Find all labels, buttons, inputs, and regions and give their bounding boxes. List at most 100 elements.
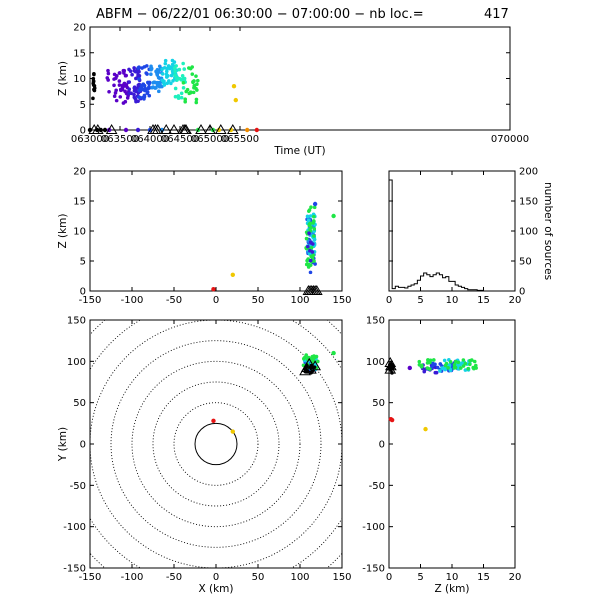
ground-point xyxy=(228,127,234,133)
data-point xyxy=(305,214,310,219)
y-tick-label: 150 xyxy=(366,316,385,327)
x-tick-label: 064000 xyxy=(131,134,169,145)
data-point xyxy=(145,90,150,95)
data-point xyxy=(117,79,122,83)
station-triangle xyxy=(303,357,316,368)
station-triangle xyxy=(302,285,315,295)
data-point xyxy=(305,258,309,263)
x-tick-label: 100 xyxy=(290,295,309,306)
data-point xyxy=(308,248,312,253)
plot-frame xyxy=(388,319,516,569)
y-tick-label: 10 xyxy=(73,74,86,85)
x-tick-label: 5 xyxy=(417,295,423,306)
y-tick-label: 0 xyxy=(80,126,86,137)
station-triangle xyxy=(307,285,320,295)
nb-loc-count: 417 xyxy=(484,7,509,22)
data-point xyxy=(173,94,178,99)
figure-title: ABFM − 06/22/01 06:30:00 − 07:00:00 − nb… xyxy=(96,7,424,22)
data-point xyxy=(162,79,166,84)
data-point xyxy=(113,91,118,95)
x-tick-label: -150 xyxy=(79,572,102,583)
station-triangle xyxy=(305,363,317,374)
data-layer xyxy=(87,58,259,134)
data-point xyxy=(149,72,153,77)
data-point xyxy=(431,361,435,366)
data-point xyxy=(194,74,198,78)
data-point xyxy=(472,359,477,364)
data-point xyxy=(138,86,143,91)
data-point xyxy=(306,244,310,249)
data-point xyxy=(128,69,133,74)
y-tick-label: 100 xyxy=(366,357,385,368)
x-tick-label: -50 xyxy=(166,572,182,583)
data-point xyxy=(112,94,117,98)
station-triangle xyxy=(195,124,207,134)
data-point xyxy=(313,262,317,266)
x-tick-label: 150 xyxy=(332,572,351,583)
data-point xyxy=(162,65,167,70)
data-point xyxy=(167,66,172,71)
y-tick-label: 0 xyxy=(80,287,86,298)
data-layer xyxy=(384,357,478,432)
y-tick-label: 15 xyxy=(73,197,86,208)
data-point xyxy=(181,61,185,66)
data-point xyxy=(127,80,132,84)
y-tick-label: -150 xyxy=(63,564,86,575)
x-tick-label: 0 xyxy=(386,572,392,583)
plot-frame xyxy=(89,26,511,131)
data-point xyxy=(118,95,123,99)
data-point xyxy=(417,362,422,367)
data-point xyxy=(142,83,147,88)
y-axis-label: Y (km) xyxy=(57,427,69,462)
data-point xyxy=(171,79,175,83)
data-point xyxy=(187,91,192,96)
data-point xyxy=(124,73,129,78)
data-point xyxy=(157,89,161,94)
data-point xyxy=(187,66,191,70)
data-point xyxy=(163,58,168,63)
data-point xyxy=(107,89,111,94)
data-point xyxy=(117,83,122,87)
data-point xyxy=(106,78,110,82)
data-point xyxy=(177,96,181,100)
data-point xyxy=(140,66,144,70)
data-point xyxy=(407,365,412,371)
data-point xyxy=(144,64,149,68)
data-point xyxy=(456,360,461,365)
data-point xyxy=(130,72,134,77)
data-point xyxy=(169,73,174,78)
station-triangle xyxy=(384,357,397,367)
data-point xyxy=(453,365,458,370)
station-triangle xyxy=(304,285,316,295)
data-point xyxy=(468,358,472,363)
data-point xyxy=(142,94,147,99)
data-point xyxy=(440,366,444,370)
data-point xyxy=(179,91,184,96)
data-point xyxy=(183,99,188,104)
data-point xyxy=(151,85,155,89)
data-point xyxy=(124,83,129,87)
x-tick-label: 0 xyxy=(213,295,219,306)
y-axis-label: Z (km) xyxy=(57,213,69,248)
data-point xyxy=(312,214,316,219)
data-point xyxy=(190,72,195,76)
y-tick-label: 100 xyxy=(67,357,86,368)
y-tick-label: 5 xyxy=(80,100,86,111)
y-tick-label: 15 xyxy=(73,48,86,59)
data-point xyxy=(463,368,468,372)
station-triangle xyxy=(305,285,318,295)
ground-point xyxy=(123,127,129,133)
station-triangle xyxy=(105,124,118,134)
x-tick-label: 063500 xyxy=(101,134,139,145)
data-point xyxy=(127,87,132,92)
data-point xyxy=(147,80,152,85)
data-point xyxy=(129,91,133,96)
data-point xyxy=(120,83,125,88)
x-tick-label: -150 xyxy=(79,295,102,306)
y-tick-label: 50 xyxy=(519,257,532,268)
station-triangle xyxy=(168,124,180,134)
data-point xyxy=(308,214,313,218)
data-point xyxy=(211,418,216,424)
data-point xyxy=(181,86,186,90)
